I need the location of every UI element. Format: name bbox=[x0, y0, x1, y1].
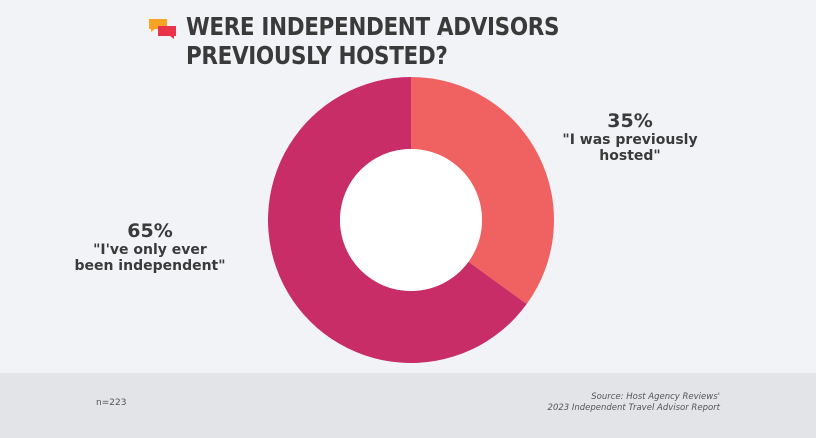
source-line2: 2023 Independent Travel Advisor Report bbox=[547, 403, 720, 413]
speech-bubbles-icon bbox=[149, 19, 176, 39]
slice-text-independent-line2: been independent" bbox=[74, 258, 226, 274]
slice-hosted bbox=[411, 77, 555, 305]
slice-text-hosted-line2: hosted" bbox=[599, 148, 661, 164]
chart-title-line1: WERE INDEPENDENT ADVISORS bbox=[186, 12, 560, 41]
slice-independent bbox=[267, 76, 527, 363]
chart-title: WERE INDEPENDENT ADVISORS PREVIOUSLY HOS… bbox=[186, 12, 559, 70]
slice-pct-hosted: 35% bbox=[607, 110, 653, 132]
slice-pct-independent: 65% bbox=[127, 220, 173, 242]
slice-label-independent: 65% "I've only ever been independent" bbox=[50, 220, 250, 274]
source-note: Source: Host Agency Reviews' 2023 Indepe… bbox=[548, 392, 720, 414]
chart-title-line2: PREVIOUSLY HOSTED? bbox=[186, 41, 448, 70]
footer-bar bbox=[0, 373, 816, 438]
sample-size: n=223 bbox=[96, 398, 127, 408]
donut-hole bbox=[340, 149, 482, 291]
slice-label-hosted: 35% "I was previously hosted" bbox=[550, 110, 710, 164]
slice-text-independent-line1: "I've only ever bbox=[93, 242, 207, 258]
slice-text-hosted-line1: "I was previously bbox=[562, 132, 698, 148]
source-line1: Source: Host Agency Reviews' bbox=[591, 392, 720, 402]
